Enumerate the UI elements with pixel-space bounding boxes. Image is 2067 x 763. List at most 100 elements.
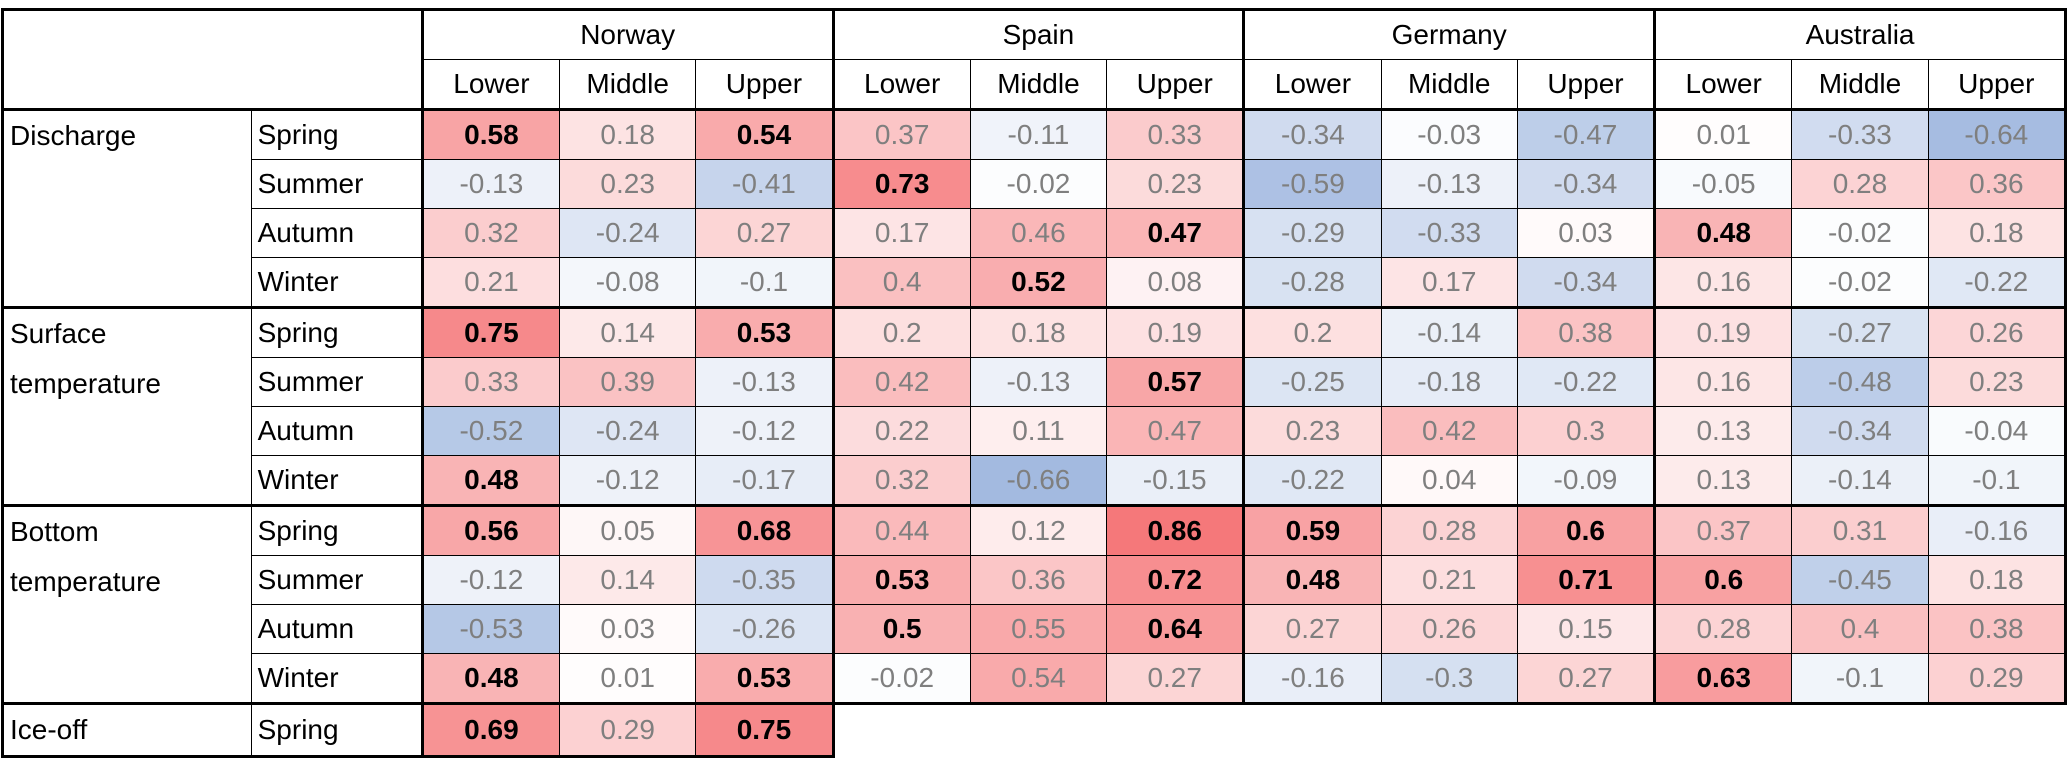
- value-cell: 0.26: [1927, 306, 2067, 358]
- value-cell: -0.18: [1380, 357, 1518, 407]
- value-cell: 0.29: [558, 702, 697, 758]
- value-cell: -0.02: [831, 653, 971, 705]
- variable-label: Surface temperature: [1, 306, 252, 507]
- value-cell: 0.28: [1791, 159, 1929, 209]
- value-cell: 0.53: [695, 653, 835, 705]
- header-row: Norway Spain Germany Australia: [1, 8, 2067, 110]
- country-header: Germany: [1242, 8, 1657, 60]
- value-cell: -0.53: [420, 604, 561, 654]
- season-label: Winter: [250, 653, 423, 705]
- value-cell: -0.1: [695, 257, 835, 309]
- value-cell: 0.71: [1516, 555, 1657, 605]
- data-row: Winter 0.48 0.01 0.53 -0.02 0.54 0.27 -0.16 -0.3…: [3, 653, 2067, 705]
- value-cell: 0.2: [831, 306, 971, 358]
- value-cell: -0.13: [969, 357, 1108, 407]
- season-label: Winter: [250, 455, 423, 507]
- value-cell: 0.38: [1516, 306, 1657, 358]
- value-cell: -0.59: [1242, 159, 1382, 209]
- value-cell: 0.6: [1653, 555, 1793, 605]
- value-cell: -0.34: [1791, 406, 1929, 456]
- value-cell: 0.53: [695, 306, 835, 358]
- value-cell: 0.72: [1106, 555, 1246, 605]
- value-cell: 0.38: [1927, 604, 2067, 654]
- value-cell: -0.47: [1516, 108, 1657, 160]
- value-cell: 0.04: [1380, 455, 1518, 507]
- value-cell: -0.22: [1242, 455, 1382, 507]
- value-cell: 0.32: [831, 455, 971, 507]
- season-label: Spring: [250, 108, 423, 160]
- value-cell: 0.11: [969, 406, 1108, 456]
- level-header: Upper: [1927, 59, 2067, 110]
- data-row: Summer -0.12 0.14 -0.35 0.53 0.36 0.72 0.48 0.21…: [3, 555, 2067, 605]
- level-header: Lower: [831, 59, 971, 110]
- value-cell: 0.47: [1106, 406, 1246, 456]
- data-row: Summer 0.33 0.39 -0.13 0.42 -0.13 0.57 -0.25 -0.…: [3, 357, 2067, 407]
- value-cell: 0.17: [831, 208, 971, 258]
- value-cell: 0.5: [831, 604, 971, 654]
- correlation-table: Norway Spain Germany Australia Lower Middle Up…: [1, 8, 2067, 758]
- value-cell: -0.04: [1927, 406, 2067, 456]
- value-cell: 0.27: [1106, 653, 1246, 705]
- value-cell: -0.27: [1791, 306, 1929, 358]
- value-cell: -0.14: [1791, 455, 1929, 507]
- empty-space: [833, 702, 2066, 757]
- value-cell: -0.13: [1380, 159, 1518, 209]
- value-cell: 0.46: [969, 208, 1108, 258]
- level-header: Lower: [1653, 59, 1793, 110]
- value-cell: -0.34: [1516, 257, 1657, 309]
- level-header: Upper: [695, 59, 835, 110]
- value-cell: 0.37: [1653, 504, 1793, 556]
- value-cell: 0.64: [1106, 604, 1246, 654]
- value-cell: 0.32: [420, 208, 561, 258]
- value-cell: 0.27: [695, 208, 835, 258]
- variable-label: Ice-off: [1, 702, 252, 758]
- value-cell: 0.12: [969, 504, 1108, 556]
- corner-cell: [1, 8, 423, 110]
- value-cell: 0.01: [1653, 108, 1793, 160]
- value-cell: -0.02: [1791, 208, 1929, 258]
- value-cell: -0.29: [1242, 208, 1382, 258]
- value-cell: 0.69: [420, 702, 561, 758]
- value-cell: -0.02: [1791, 257, 1929, 309]
- value-cell: -0.34: [1516, 159, 1657, 209]
- value-cell: -0.3: [1380, 653, 1518, 705]
- value-cell: -0.35: [695, 555, 835, 605]
- value-cell: 0.23: [1927, 357, 2067, 407]
- value-cell: 0.44: [831, 504, 971, 556]
- value-cell: 0.13: [1653, 406, 1793, 456]
- value-cell: 0.86: [1106, 504, 1246, 556]
- value-cell: -0.09: [1516, 455, 1657, 507]
- value-cell: -0.11: [969, 108, 1108, 160]
- value-cell: -0.33: [1791, 108, 1929, 160]
- value-cell: 0.55: [969, 604, 1108, 654]
- value-cell: 0.6: [1516, 504, 1657, 556]
- data-row: Autumn -0.53 0.03 -0.26 0.5 0.55 0.64 0.27 0.26 0…: [3, 604, 2067, 654]
- value-cell: 0.42: [831, 357, 971, 407]
- value-cell: 0.47: [1106, 208, 1246, 258]
- value-cell: 0.56: [420, 504, 561, 556]
- value-cell: -0.17: [695, 455, 835, 507]
- value-cell: -0.13: [420, 159, 561, 209]
- season-label: Spring: [250, 702, 423, 758]
- value-cell: 0.48: [1242, 555, 1382, 605]
- value-cell: 0.73: [831, 159, 971, 209]
- season-label: Summer: [250, 159, 423, 209]
- value-cell: -0.02: [969, 159, 1108, 209]
- value-cell: -0.05: [1653, 159, 1793, 209]
- value-cell: 0.16: [1653, 257, 1793, 309]
- value-cell: 0.26: [1380, 604, 1518, 654]
- value-cell: -0.22: [1927, 257, 2067, 309]
- value-cell: 0.19: [1106, 306, 1246, 358]
- data-row: Summer -0.13 0.23 -0.41 0.73 -0.02 0.23 -0.59 -0…: [3, 159, 2067, 209]
- value-cell: 0.57: [1106, 357, 1246, 407]
- value-cell: -0.24: [558, 208, 697, 258]
- value-cell: 0.58: [420, 108, 561, 160]
- country-header: Australia: [1653, 8, 2067, 60]
- level-header: Lower: [420, 59, 561, 110]
- value-cell: 0.37: [831, 108, 971, 160]
- level-header: Middle: [969, 59, 1108, 110]
- value-cell: 0.05: [558, 504, 697, 556]
- value-cell: 0.63: [1653, 653, 1793, 705]
- data-row: Winter 0.48 -0.12 -0.17 0.32 -0.66 -0.15 -0.22 0…: [3, 455, 2067, 507]
